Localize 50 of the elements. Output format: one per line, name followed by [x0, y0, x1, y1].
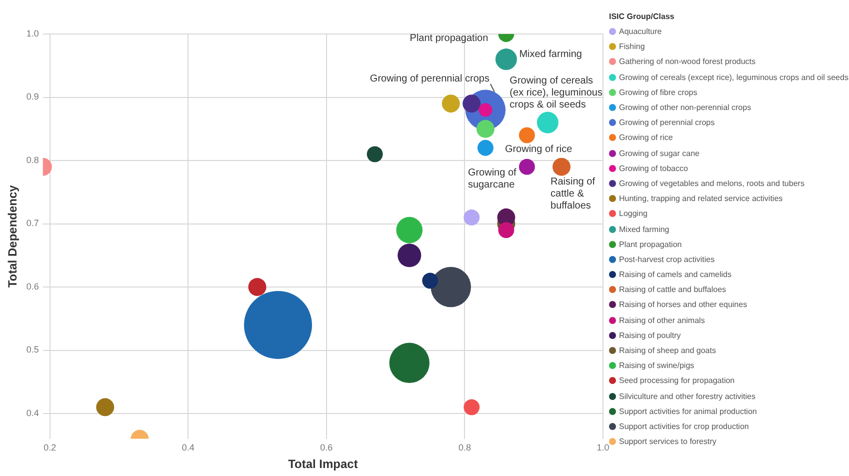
- legend-label: Aquaculture: [619, 27, 662, 36]
- legend-label: Plant propagation: [619, 240, 682, 249]
- legend-label: Raising of camels and camelids: [619, 270, 732, 280]
- legend-label: Fishing: [619, 42, 645, 52]
- legend-label: Raising of horses and other equines: [619, 300, 748, 310]
- legend-label: Growing of perennial crops: [619, 118, 715, 128]
- annotation: Mixed farming: [519, 49, 582, 60]
- legend-title: ISIC Group/Class: [609, 12, 676, 21]
- legend-label: Post-harvest crop activities: [619, 254, 715, 264]
- legend-label: Growing of tobacco: [619, 164, 688, 173]
- legend-label: Silviculture and other forestry activities: [619, 392, 756, 401]
- y-tick-label: 1.0: [26, 28, 39, 38]
- legend-label: Mixed farming: [619, 224, 670, 234]
- x-axis-title: Total Impact: [288, 457, 358, 472]
- legend-label: Support services to forestry: [619, 437, 716, 446]
- legend-label: Growing of rice: [619, 133, 673, 142]
- legend-label: Raising of cattle and buffaloes: [619, 285, 726, 294]
- annotation: Raising of cattle & buffaloes: [550, 176, 596, 212]
- x-tick-label: 0.6: [320, 442, 333, 453]
- y-tick-label: 0.7: [26, 218, 39, 228]
- annotation: Plant propagation: [410, 32, 488, 44]
- legend-label: Hunting, trapping and related service activities: [619, 194, 783, 204]
- legend-label: Growing of other non-perennial crops: [619, 103, 752, 112]
- legend-label: Raising of poultry: [619, 330, 681, 340]
- y-tick-label: 0.8: [26, 154, 39, 165]
- y-tick-label: 0.4: [26, 408, 39, 418]
- y-tick-label: 0.9: [26, 92, 39, 102]
- x-tick-label: 1.0: [596, 442, 610, 453]
- legend-label: Support activities for animal production: [619, 406, 757, 416]
- legend-label: Raising of other animals: [619, 316, 705, 325]
- x-tick-label: 0.8: [458, 442, 471, 453]
- legend-label: Growing of sugar cane: [619, 148, 700, 158]
- legend-label: Raising of sheep and goats: [619, 346, 716, 356]
- legend-label: Growing of cereals (except rice), leguminous crops and oil seeds: [619, 72, 848, 82]
- annotation: Growing of sugarcane: [468, 168, 517, 191]
- annotation: Growing of cereals (ex rice), leguminous crops & oil seeds: [510, 75, 602, 110]
- y-tick-label: 0.6: [26, 281, 39, 292]
- legend-label: Raising of swine/pigs: [619, 361, 694, 370]
- y-tick-label: 0.5: [26, 344, 39, 355]
- legend-label: Logging: [619, 209, 648, 218]
- x-tick-label: 0.4: [182, 442, 194, 453]
- y-axis-title: Total Dependency: [6, 184, 20, 288]
- legend-label: Growing of fibre crops: [619, 88, 698, 97]
- legend-label: Gathering of non-wood forest products: [619, 57, 756, 66]
- legend-label: Growing of vegetables and melons, roots and tubers: [619, 178, 804, 188]
- legend-label: Seed processing for propagation: [619, 376, 735, 386]
- annotation: Growing of perennial crops: [370, 74, 490, 85]
- x-tick-label: 0.2: [44, 442, 56, 453]
- annotation: Growing of rice: [504, 144, 573, 155]
- legend-label: Support activities for crop production: [619, 422, 749, 431]
